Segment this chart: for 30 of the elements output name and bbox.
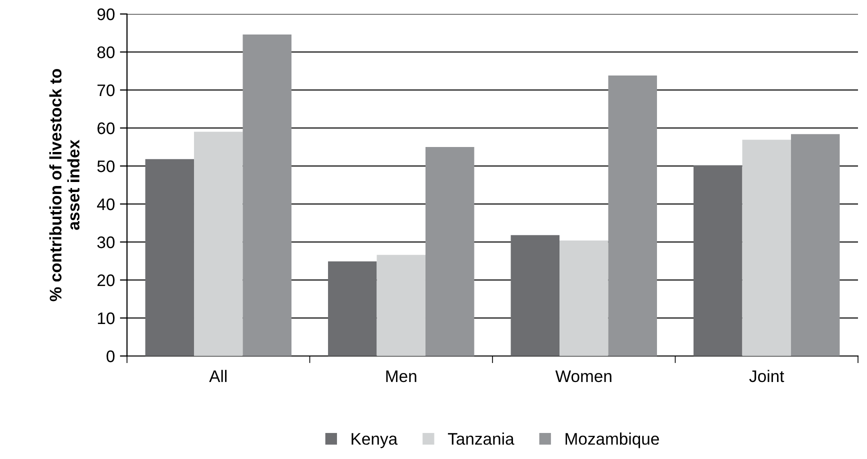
bar	[376, 254, 426, 356]
legend-label: Mozambique	[566, 432, 659, 448]
bar	[560, 240, 608, 356]
bar	[608, 76, 657, 356]
bar	[742, 140, 791, 356]
legend-label: Kenya	[352, 433, 398, 448]
bar	[194, 132, 243, 356]
bar	[242, 34, 292, 356]
y-tick-label: 80	[97, 46, 115, 58]
x-tick-label: Women	[555, 370, 612, 382]
y-tick-label: 0	[106, 350, 115, 362]
y-tick-label: 20	[97, 274, 115, 286]
y-tick-label: 40	[97, 198, 115, 210]
bar	[790, 134, 840, 356]
bar	[510, 235, 560, 356]
y-tick-label: 50	[97, 160, 115, 172]
y-tick-label: 60	[98, 122, 115, 134]
y-tick-label: 10	[98, 312, 115, 324]
bar	[425, 147, 474, 356]
y-tick-label: 30	[97, 236, 115, 248]
legend-label: Tanzania	[448, 432, 514, 445]
bar	[328, 261, 377, 356]
bar	[694, 165, 742, 356]
y-tick-label: 70	[98, 84, 115, 96]
x-tick-label: Joint	[749, 370, 784, 382]
x-tick-label: Men	[386, 370, 416, 382]
y-axis-title: % contribution of livestock to asset index	[49, 68, 80, 302]
y-tick-label: 90	[97, 8, 115, 20]
bar	[145, 159, 194, 356]
x-tick-label: All	[209, 370, 227, 382]
